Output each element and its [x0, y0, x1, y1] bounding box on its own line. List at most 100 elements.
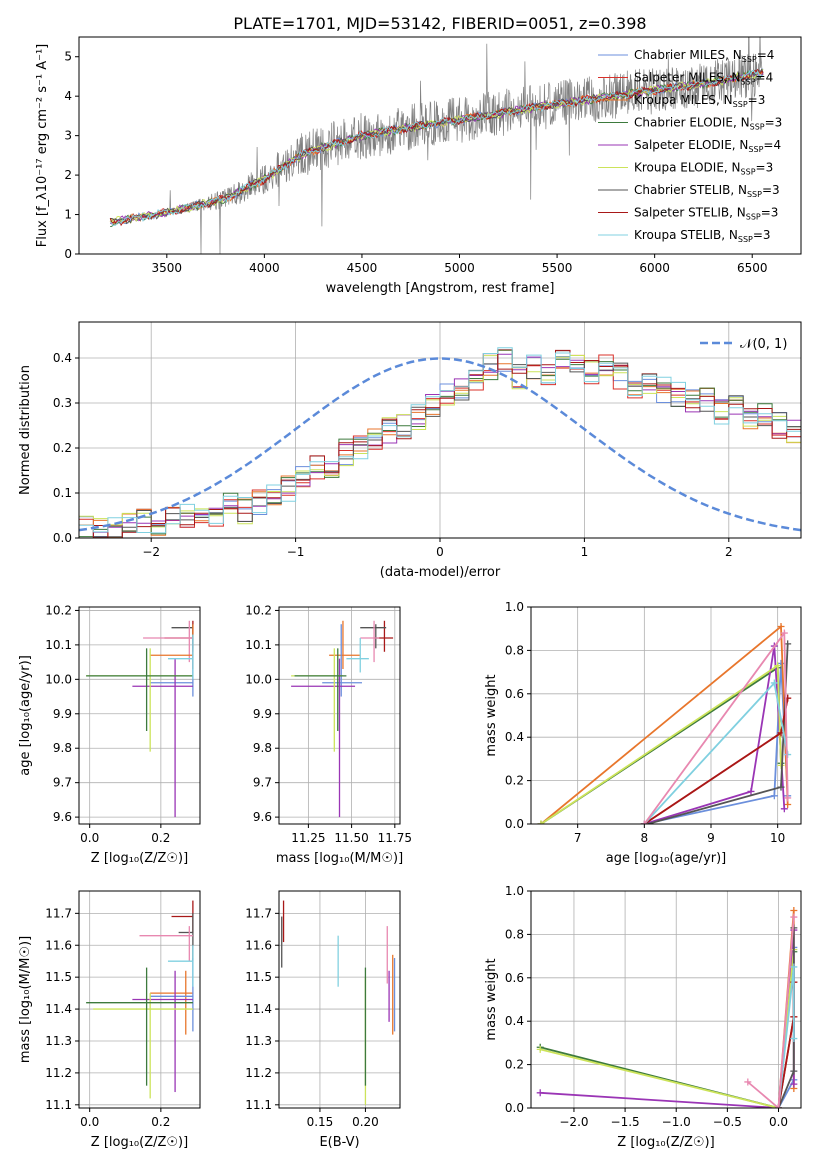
- x-tick-label: 6000: [639, 261, 670, 275]
- x-tick-label: 1: [581, 545, 589, 559]
- histogram-step: [79, 349, 801, 538]
- x-tick-label: 8: [641, 831, 649, 845]
- y-tick-label: 11.7: [45, 906, 72, 920]
- x-tick-label: 0.15: [307, 1115, 334, 1129]
- y-axis-label: mass [log₁₀(M/M☉)]: [18, 936, 33, 1063]
- x-axis-label: Z [log₁₀(Z/Z☉)]: [91, 1135, 188, 1150]
- x-axis-label: Z [log₁₀(Z/Z☉)]: [617, 1135, 714, 1150]
- gaussian-curve: [79, 357, 801, 532]
- y-tick-label: 11.7: [245, 906, 272, 920]
- weight-marker: [784, 800, 792, 808]
- y-tick-label: 9.9: [253, 707, 272, 721]
- histogram-step: [79, 347, 801, 534]
- plot-area: [79, 891, 200, 1108]
- legend-value: =3: [748, 93, 766, 107]
- histogram-step: [79, 350, 801, 528]
- x-tick-label: 3500: [152, 261, 183, 275]
- y-tick-label: 2: [64, 168, 72, 182]
- histogram-step: [79, 354, 801, 538]
- x-tick-label: 9: [707, 831, 715, 845]
- legend-subscript: SSP: [746, 213, 761, 222]
- y-tick-label: 9.9: [53, 707, 72, 721]
- panel-weight_vs_age: 7 8 9 10 0.0 0.2 0.4 0.6 0.8 1.0 age [log₁₀(age/yr…: [484, 600, 802, 866]
- legend-subscript: SSP: [741, 168, 756, 177]
- y-tick-label: 11.5: [245, 970, 272, 984]
- y-tick-label: 11.2: [45, 1066, 72, 1080]
- x-tick-label: −1: [287, 545, 305, 559]
- panel-age_vs_Z: 0.0 0.2 9.6 9.7 9.8 9.9 10.0 10.1 10.2 Z [log₁₀(Z…: [18, 603, 201, 866]
- y-tick-label: 10.2: [45, 603, 72, 617]
- weight-marker: [790, 1067, 798, 1075]
- y-tick-label: 0: [64, 247, 72, 261]
- legend-entry: Kroupa MILES, NSSP=3: [634, 93, 765, 109]
- weight-marker: [640, 820, 648, 824]
- y-tick-label: 10.1: [45, 638, 72, 652]
- figure-title: PLATE=1701, MJD=53142, FIBERID=0051, z=0…: [233, 14, 646, 33]
- panel-residual_hist: −2 −1 0 1 2 0.0 0.1 0.2 0.3 0.4 (data-model)/error…: [18, 321, 802, 580]
- y-tick-label: 0.2: [505, 1058, 524, 1072]
- legend-entry: Chabrier STELIB, NSSP=3: [634, 183, 780, 199]
- legend-subscript: SSP: [742, 55, 757, 64]
- weight-marker: [777, 623, 785, 631]
- weight-marker: [784, 794, 792, 802]
- plot-area: [279, 607, 400, 824]
- weight-marker: [780, 629, 788, 637]
- legend-gaussian-label: 𝒩(0, 1): [740, 337, 787, 352]
- legend-subscript: SSP: [750, 123, 765, 132]
- x-tick-label: −2.0: [559, 1115, 588, 1129]
- x-tick-label: 11.75: [378, 831, 412, 845]
- x-tick-label: 11.25: [291, 831, 325, 845]
- x-tick-label: 5000: [444, 261, 475, 275]
- weight-marker: [780, 805, 788, 813]
- y-axis-label: mass weight: [484, 958, 499, 1040]
- x-axis-label: E(B-V): [319, 1135, 359, 1150]
- y-tick-label: 0.1: [53, 486, 72, 500]
- plot-area: [109, 37, 764, 254]
- histogram-step: [79, 349, 801, 538]
- y-tick-label: 10.0: [245, 672, 272, 686]
- weight-marker: [790, 1035, 798, 1043]
- weight-marker: [536, 1045, 544, 1053]
- x-tick-label: 6500: [737, 261, 768, 275]
- x-tick-label: −1.5: [611, 1115, 640, 1129]
- x-tick-label: 0.2: [151, 1115, 170, 1129]
- x-tick-label: 0: [436, 545, 444, 559]
- weight-marker: [777, 761, 785, 769]
- legend-subscript: SSP: [733, 100, 748, 109]
- x-axis-label: Z [log₁₀(Z/Z☉)]: [91, 851, 188, 866]
- legend-entry: Chabrier MILES, NSSP=4: [634, 48, 774, 64]
- axes-frame: [278, 606, 401, 825]
- y-tick-label: 3: [64, 129, 72, 143]
- panel-age_vs_mass: 11.25 11.50 11.75 9.6 9.7 9.8 9.9 10.0 10.1 10.2 m…: [245, 603, 412, 866]
- y-tick-label: 11.4: [245, 1002, 272, 1016]
- x-tick-label: 4000: [249, 261, 280, 275]
- plot-area: [531, 891, 801, 1108]
- histogram-step: [79, 356, 801, 538]
- y-tick-label: 11.3: [245, 1034, 272, 1048]
- weight-marker: [537, 820, 545, 824]
- y-tick-label: 1.0: [505, 600, 524, 614]
- x-axis-label: mass [log₁₀(M/M☉)]: [276, 851, 403, 866]
- x-tick-label: 2: [725, 545, 733, 559]
- axes-frame: [78, 36, 802, 255]
- weight-line: [539, 949, 795, 1108]
- y-tick-label: 9.6: [253, 810, 272, 824]
- y-axis-label: Flux [f_λ10⁻¹⁷ erg cm⁻² s⁻¹ A⁻¹]: [35, 44, 50, 248]
- legend-entry: Kroupa STELIB, NSSP=3: [634, 228, 771, 244]
- x-tick-label: 7: [574, 831, 582, 845]
- x-tick-label: −0.5: [713, 1115, 742, 1129]
- weight-marker: [744, 1078, 752, 1086]
- y-tick-label: 5: [64, 50, 72, 64]
- histogram-step: [79, 353, 801, 538]
- weight-marker: [775, 1104, 782, 1108]
- legend-value: =3: [765, 116, 783, 130]
- x-tick-label: −2: [142, 545, 160, 559]
- y-tick-label: 11.5: [45, 970, 72, 984]
- x-tick-label: 0.0: [769, 1115, 788, 1129]
- x-tick-label: 0.20: [352, 1115, 379, 1129]
- y-tick-label: 9.7: [253, 776, 272, 790]
- y-tick-label: 0.0: [505, 1101, 524, 1115]
- legend-entry: Chabrier ELODIE, NSSP=3: [634, 116, 782, 132]
- y-tick-label: 1.0: [505, 884, 524, 898]
- weight-marker: [790, 1080, 798, 1088]
